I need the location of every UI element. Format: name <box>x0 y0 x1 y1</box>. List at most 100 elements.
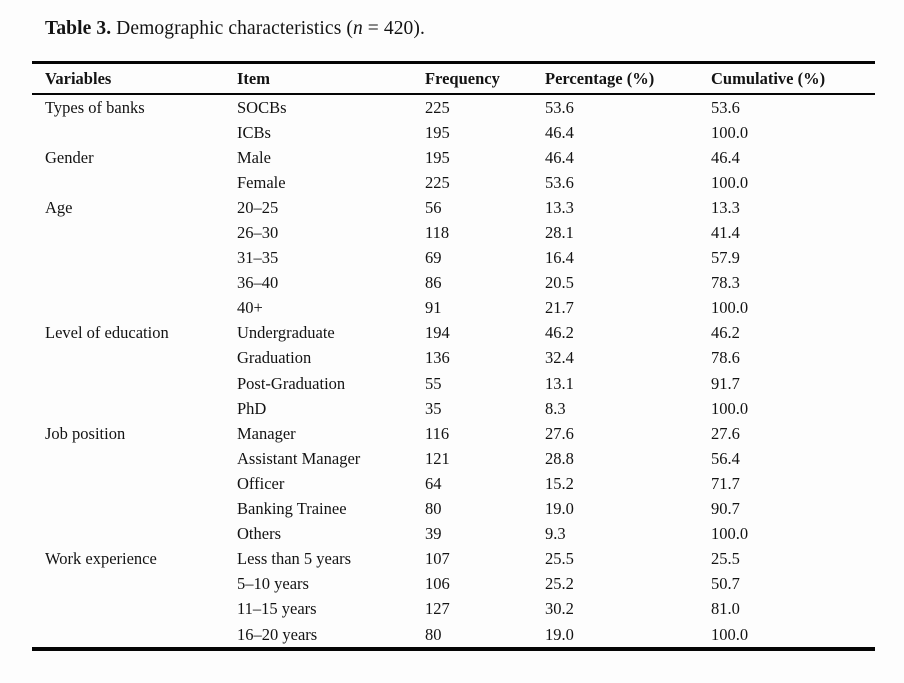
cell-frequency: 91 <box>425 298 442 318</box>
table-row: 36–40 86 20.5 78.3 <box>32 271 875 296</box>
cell-cumulative: 13.3 <box>711 197 740 217</box>
cell-variable <box>32 497 224 522</box>
cell-variable: Age <box>45 197 73 217</box>
table-row: Others 39 9.3 100.0 <box>32 522 875 547</box>
cell-cumulative: 90.7 <box>711 499 740 519</box>
cell-cumulative: 81.0 <box>711 599 740 619</box>
cell-frequency: 39 <box>425 524 442 544</box>
table-row: Types of banks SOCBs 225 53.6 53.6 <box>32 94 875 120</box>
cell-cumulative: 71.7 <box>711 473 740 493</box>
cell-item: SOCBs <box>237 97 287 117</box>
cell-cumulative: 25.5 <box>711 549 740 569</box>
cell-percentage: 30.2 <box>545 599 574 619</box>
cell-variable <box>32 597 224 622</box>
cell-cumulative: 27.6 <box>711 423 740 443</box>
cell-cumulative: 100.0 <box>711 298 749 318</box>
cell-frequency: 80 <box>425 624 442 644</box>
cell-cumulative: 78.3 <box>711 273 740 293</box>
cell-frequency: 195 <box>425 147 450 167</box>
cell-cumulative: 100.0 <box>711 524 749 544</box>
cell-frequency: 116 <box>425 423 450 443</box>
cell-frequency: 194 <box>425 323 450 343</box>
table-row: Level of education Undergraduate 194 46.2 46… <box>32 321 875 346</box>
cell-variable <box>32 220 224 245</box>
table-caption: Table 3. Demographic characteristics (n … <box>45 18 425 40</box>
table-row: Post-Graduation 55 13.1 91.7 <box>32 371 875 396</box>
cell-percentage: 16.4 <box>545 248 574 268</box>
demographics-table: Variables Item Frequency Percentage (%) … <box>32 61 875 652</box>
table-row: Work experience Less than 5 years 107 25.5 2… <box>32 547 875 572</box>
table-row: 26–30 118 28.1 41.4 <box>32 220 875 245</box>
cell-item: 26–30 <box>237 223 279 243</box>
table-caption-text: Demographic characteristics ( <box>111 18 353 39</box>
cell-frequency: 86 <box>425 273 442 293</box>
cell-item: ICBs <box>237 122 271 142</box>
cell-item: Post-Graduation <box>237 373 346 393</box>
cell-frequency: 69 <box>425 248 442 268</box>
table-caption-n-symbol: n <box>352 18 363 39</box>
cell-cumulative: 57.9 <box>711 248 740 268</box>
cell-frequency: 80 <box>425 499 442 519</box>
cell-variable <box>32 396 224 421</box>
cell-percentage: 19.0 <box>545 499 574 519</box>
cell-variable: Work experience <box>45 549 157 569</box>
cell-variable: Level of education <box>45 323 169 343</box>
header-variables: Variables <box>32 62 224 95</box>
cell-variable <box>32 120 224 145</box>
cell-percentage: 25.5 <box>545 549 574 569</box>
cell-percentage: 9.3 <box>545 524 566 544</box>
table-row: Age 20–25 56 13.3 13.3 <box>32 195 875 220</box>
cell-frequency: 136 <box>425 348 450 368</box>
table-row: Assistant Manager 121 28.8 56.4 <box>32 446 875 471</box>
table-row: PhD 35 8.3 100.0 <box>32 396 875 421</box>
cell-cumulative: 56.4 <box>711 448 740 468</box>
cell-item: Assistant Manager <box>237 448 361 468</box>
cell-percentage: 28.8 <box>545 448 574 468</box>
cell-cumulative: 100.0 <box>711 398 749 418</box>
cell-variable <box>32 522 224 547</box>
cell-percentage: 13.3 <box>545 197 574 217</box>
cell-percentage: 21.7 <box>545 298 574 318</box>
cell-variable <box>32 271 224 296</box>
cell-percentage: 46.4 <box>545 147 574 167</box>
cell-item: Officer <box>237 473 285 493</box>
cell-cumulative: 50.7 <box>711 574 740 594</box>
cell-variable <box>32 246 224 271</box>
cell-frequency: 35 <box>425 398 442 418</box>
cell-item: Others <box>237 524 281 544</box>
table-row: 16–20 years 80 19.0 100.0 <box>32 622 875 649</box>
table-row: Gender Male 195 46.4 46.4 <box>32 145 875 170</box>
cell-cumulative: 100.0 <box>711 624 749 644</box>
cell-percentage: 8.3 <box>545 398 566 418</box>
cell-frequency: 56 <box>425 197 442 217</box>
cell-item: Undergraduate <box>237 323 335 343</box>
table-row: 5–10 years 106 25.2 50.7 <box>32 572 875 597</box>
cell-item: 36–40 <box>237 273 279 293</box>
cell-frequency: 64 <box>425 473 442 493</box>
cell-item: PhD <box>237 398 267 418</box>
cell-frequency: 106 <box>425 574 450 594</box>
cell-item: 16–20 years <box>237 624 318 644</box>
cell-frequency: 225 <box>425 172 450 192</box>
cell-percentage: 53.6 <box>545 97 574 117</box>
header-frequency: Frequency <box>412 62 532 95</box>
cell-item: Graduation <box>237 348 312 368</box>
cell-percentage: 20.5 <box>545 273 574 293</box>
table-row: Graduation 136 32.4 78.6 <box>32 346 875 371</box>
cell-item: Manager <box>237 423 296 443</box>
table-caption-sample-size: = 420). <box>362 18 425 39</box>
cell-variable <box>32 296 224 321</box>
cell-variable: Job position <box>45 423 126 443</box>
cell-variable: Gender <box>45 147 94 167</box>
cell-percentage: 13.1 <box>545 373 574 393</box>
table-caption-number: Table 3. <box>45 18 112 39</box>
cell-percentage: 15.2 <box>545 473 574 493</box>
cell-frequency: 225 <box>425 97 450 117</box>
cell-frequency: 107 <box>425 549 450 569</box>
cell-frequency: 127 <box>425 599 450 619</box>
table-row: Banking Trainee 80 19.0 90.7 <box>32 497 875 522</box>
cell-item: Male <box>237 147 271 167</box>
cell-variable: Types of banks <box>45 97 145 117</box>
cell-percentage: 46.4 <box>545 122 574 142</box>
